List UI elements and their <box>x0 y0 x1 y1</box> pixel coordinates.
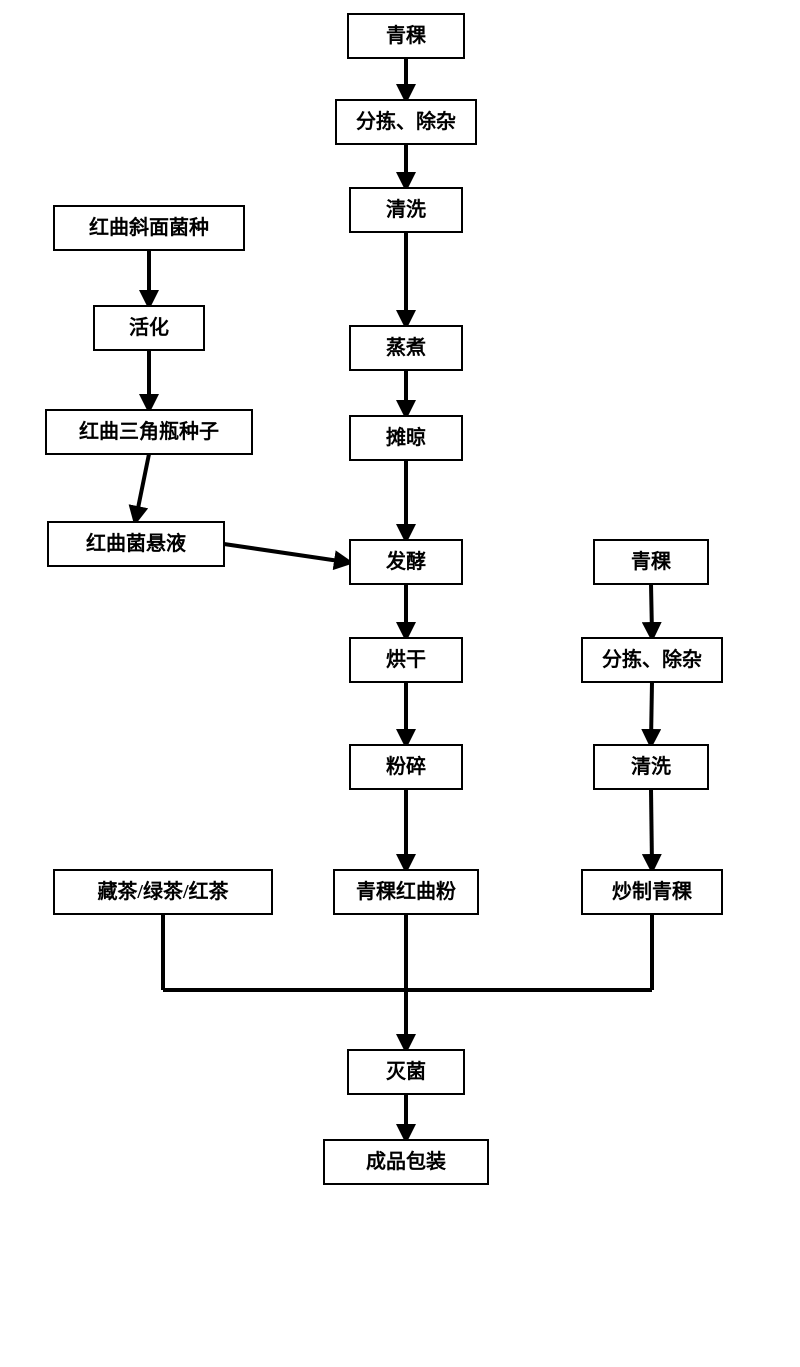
flow-node-label: 青稞红曲粉 <box>356 879 456 903</box>
flow-node-label: 灭菌 <box>386 1059 426 1083</box>
flow-node-n9: 青稞红曲粉 <box>334 870 478 914</box>
flow-node-n10: 灭菌 <box>348 1050 464 1094</box>
flow-node-l4: 红曲菌悬液 <box>48 522 224 566</box>
flow-node-r3: 清洗 <box>594 745 708 789</box>
flow-node-l1: 红曲斜面菌种 <box>54 206 244 250</box>
flow-node-label: 摊晾 <box>386 425 426 449</box>
flow-node-label: 清洗 <box>631 754 671 778</box>
flow-node-n4: 蒸煮 <box>350 326 462 370</box>
flow-node-r4: 炒制青稞 <box>582 870 722 914</box>
flow-node-label: 成品包装 <box>366 1149 446 1173</box>
flowchart-canvas: 青稞分拣、除杂清洗蒸煮摊晾发酵烘干粉碎青稞红曲粉灭菌成品包装红曲斜面菌种活化红曲… <box>0 0 800 1367</box>
flow-node-label: 红曲菌悬液 <box>86 531 187 555</box>
flow-node-n2: 分拣、除杂 <box>336 100 476 144</box>
flow-node-label: 粉碎 <box>386 754 426 778</box>
flow-node-label: 炒制青稞 <box>612 880 693 903</box>
flow-node-n5: 摊晾 <box>350 416 462 460</box>
flow-node-label: 活化 <box>129 315 169 339</box>
flow-node-label: 烘干 <box>386 648 426 671</box>
flow-node-label: 青稞 <box>386 24 427 47</box>
flow-node-label: 红曲斜面菌种 <box>89 215 209 239</box>
flow-node-n3: 清洗 <box>350 188 462 232</box>
flow-node-label: 红曲三角瓶种子 <box>79 419 219 443</box>
flow-node-l2: 活化 <box>94 306 204 350</box>
flow-node-t1: 藏茶/绿茶/红茶 <box>54 870 272 914</box>
flow-node-n11: 成品包装 <box>324 1140 488 1184</box>
flow-node-label: 蒸煮 <box>386 335 426 359</box>
flow-node-label: 发酵 <box>385 549 426 573</box>
flow-node-label: 分拣、除杂 <box>356 109 456 133</box>
flow-node-n7: 烘干 <box>350 638 462 682</box>
flow-node-n8: 粉碎 <box>350 745 462 789</box>
flow-node-r2: 分拣、除杂 <box>582 638 722 682</box>
flow-node-n6: 发酵 <box>350 540 462 584</box>
flow-node-label: 清洗 <box>386 197 426 221</box>
flow-node-r1: 青稞 <box>594 540 708 584</box>
flow-node-n1: 青稞 <box>348 14 464 58</box>
flow-node-l3: 红曲三角瓶种子 <box>46 410 252 454</box>
flow-node-label: 分拣、除杂 <box>602 647 702 671</box>
flow-node-label: 藏茶/绿茶/红茶 <box>97 879 229 903</box>
flow-node-label: 青稞 <box>631 550 672 573</box>
